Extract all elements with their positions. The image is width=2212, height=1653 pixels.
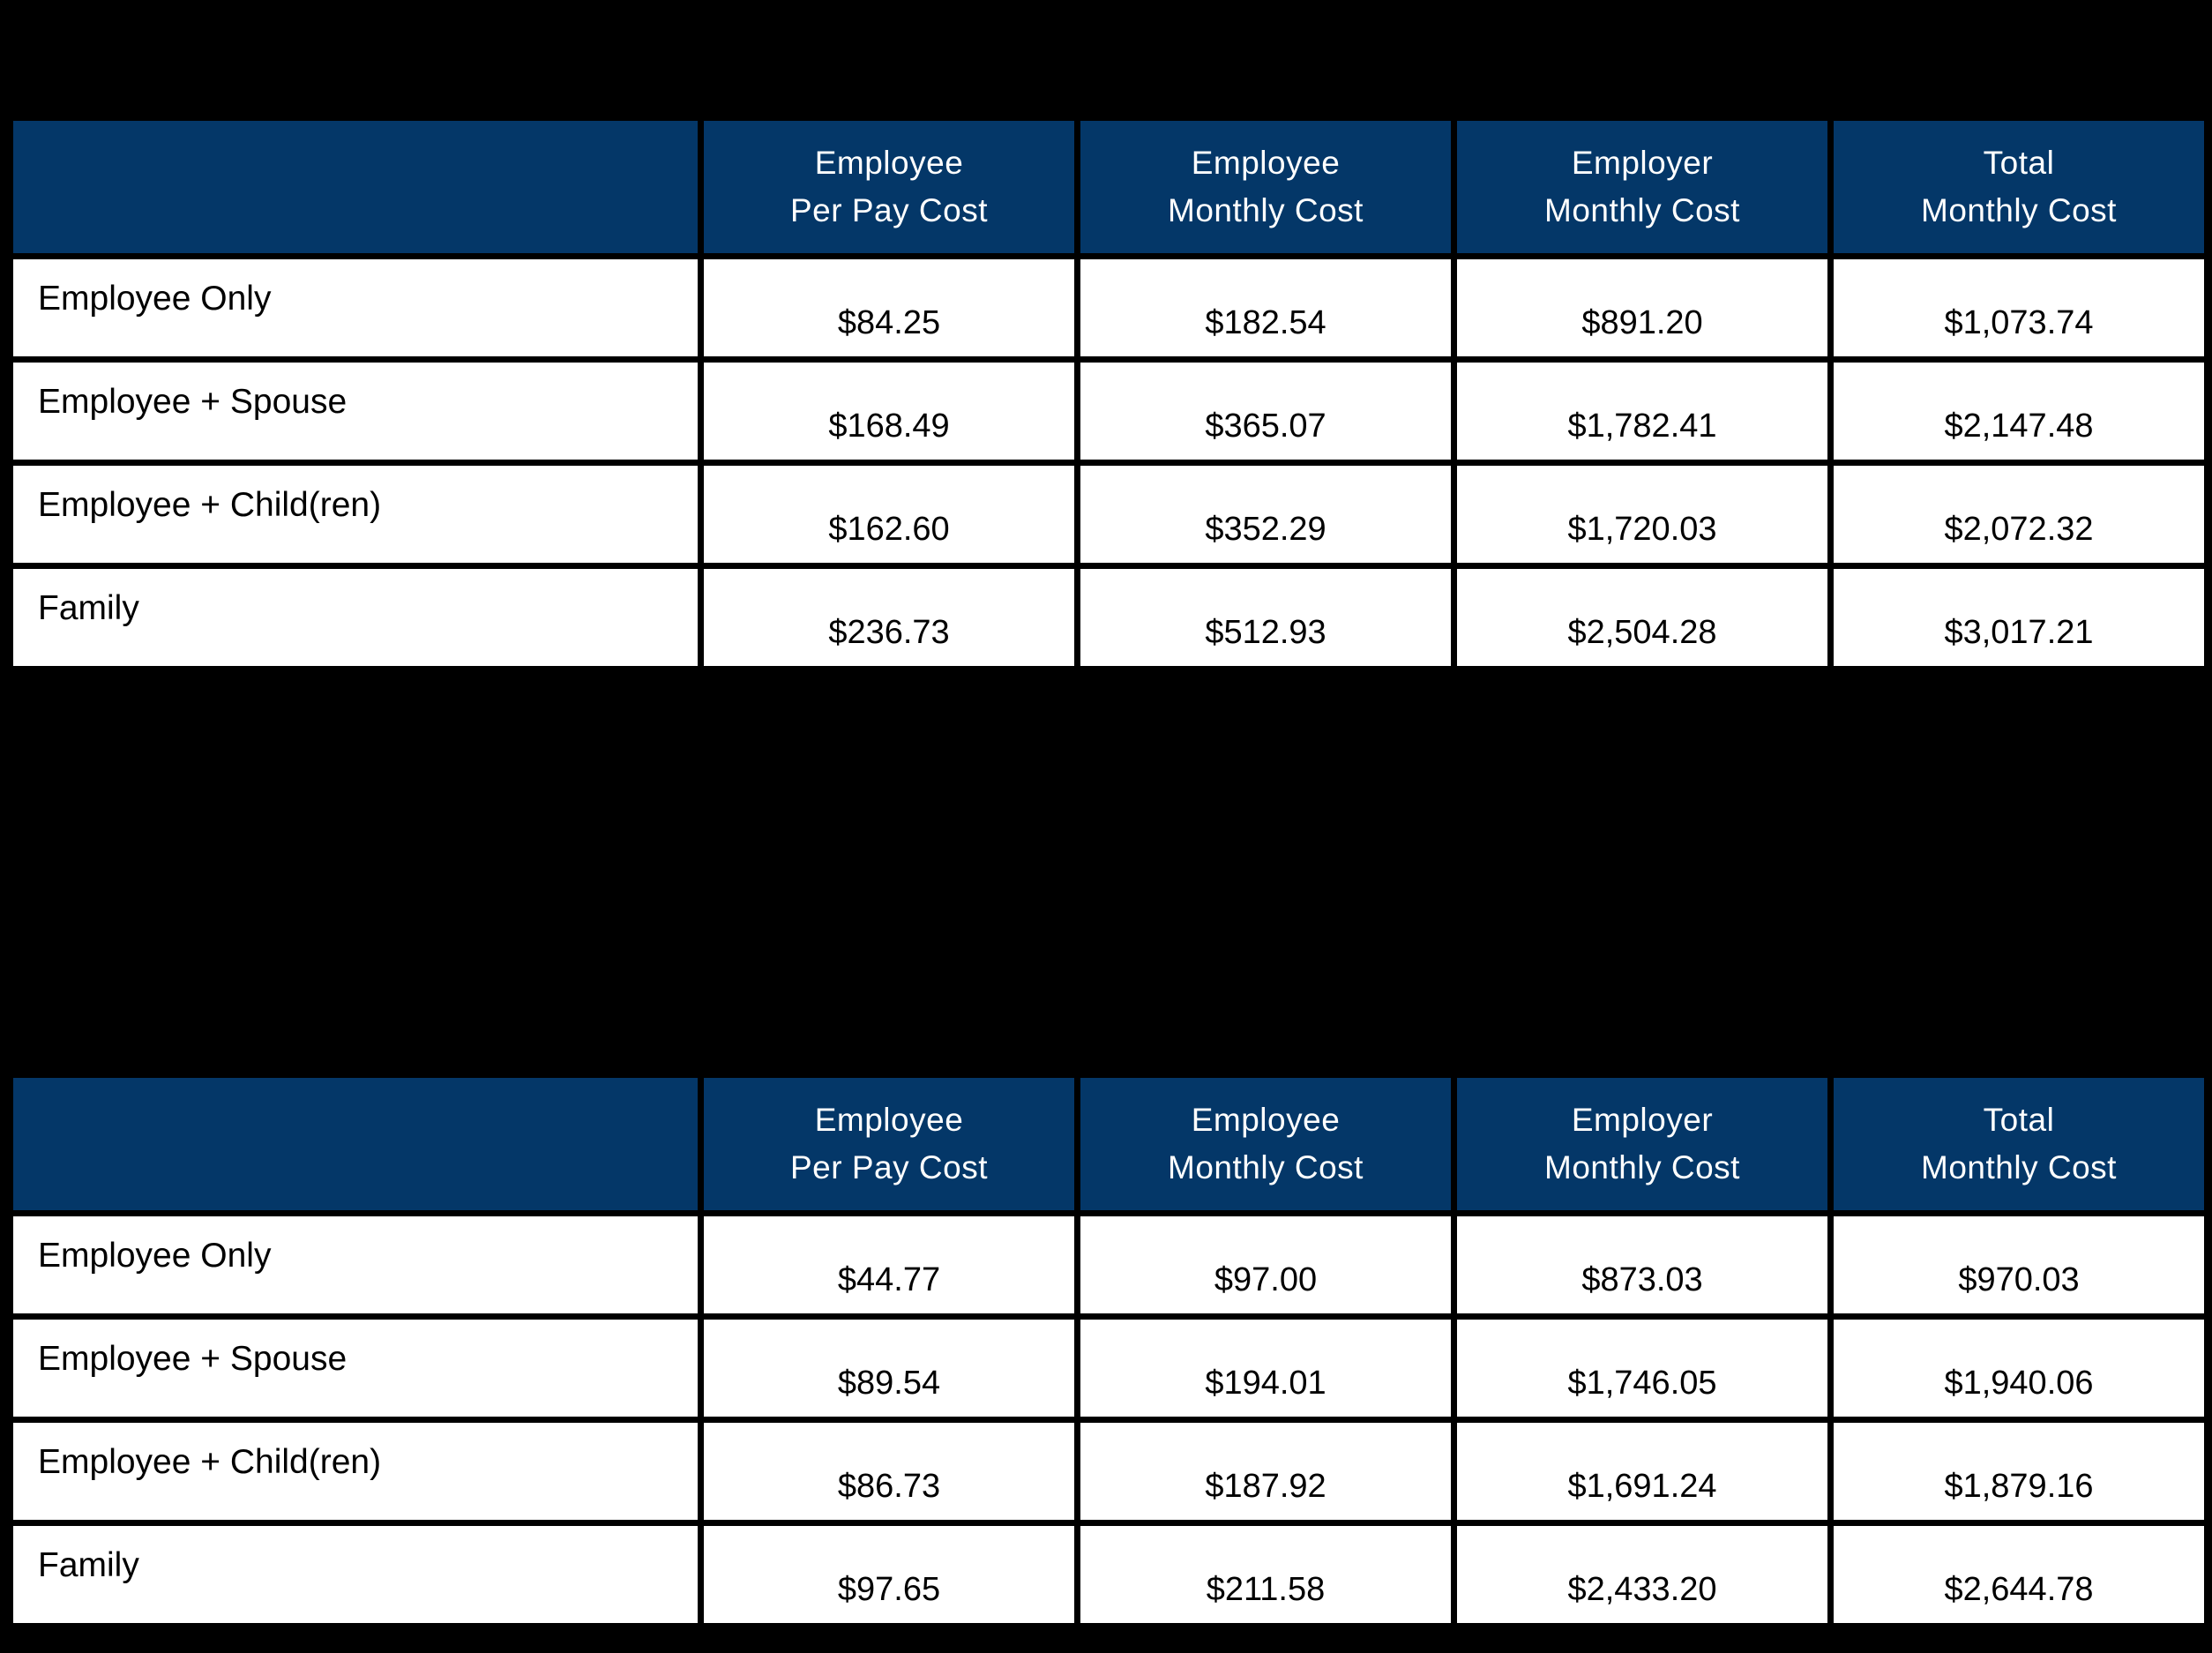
cost-cell: $1,879.16 [1827,1417,2210,1526]
cost-cell: $187.92 [1074,1417,1457,1526]
cost-cell: $211.58 [1074,1520,1457,1629]
cost-cell: $1,073.74 [1827,253,2210,363]
table-2-row-label-employee-children: Employee + Child(ren) [7,1417,704,1526]
table-row: Employee + Spouse $168.49 $365.07 $1,782… [7,356,2210,466]
cost-cell: $162.60 [698,460,1080,569]
cost-cell: $97.00 [1074,1210,1457,1320]
cost-cell: $352.29 [1074,460,1457,569]
table-2-row-label-employee-spouse: Employee + Spouse [7,1313,704,1423]
table-2-header-employee-per-pay-cost: Employee Per Pay Cost [698,1072,1080,1216]
table-row: Family $236.73 $512.93 $2,504.28 $3,017.… [7,563,2210,672]
cost-cell: $89.54 [698,1313,1080,1423]
cost-cell: $2,147.48 [1827,356,2210,466]
cost-cell: $1,746.05 [1451,1313,1834,1423]
table-1-row-label-employee-spouse: Employee + Spouse [7,356,704,466]
cost-cell: $84.25 [698,253,1080,363]
table-row: Family $97.65 $211.58 $2,433.20 $2,644.7… [7,1520,2210,1629]
table-1-row-label-employee-children: Employee + Child(ren) [7,460,704,569]
table-row: Employee + Spouse $89.54 $194.01 $1,746.… [7,1313,2210,1423]
cost-cell: $512.93 [1074,563,1457,672]
table-1-header-row: Employee Per Pay Cost Employee Monthly C… [7,115,2210,259]
benefits-cost-table-1: Employee Per Pay Cost Employee Monthly C… [7,115,2210,672]
table-2-header-row: Employee Per Pay Cost Employee Monthly C… [7,1072,2210,1216]
table-1-row-label-family: Family [7,563,704,672]
cost-cell: $970.03 [1827,1210,2210,1320]
table-2-corner-cell [7,1072,704,1216]
cost-cell: $1,940.06 [1827,1313,2210,1423]
cost-cell: $1,720.03 [1451,460,1834,569]
table-row: Employee + Child(ren) $162.60 $352.29 $1… [7,460,2210,569]
cost-cell: $2,433.20 [1451,1520,1834,1629]
table-1-corner-cell [7,115,704,259]
table-1-header-total-monthly-cost: Total Monthly Cost [1827,115,2210,259]
table-1-row-label-employee-only: Employee Only [7,253,704,363]
table-2-row-label-employee-only: Employee Only [7,1210,704,1320]
table-row: Employee + Child(ren) $86.73 $187.92 $1,… [7,1417,2210,1526]
table-1-header-employee-per-pay-cost: Employee Per Pay Cost [698,115,1080,259]
table-1-header-employee-monthly-cost: Employee Monthly Cost [1074,115,1457,259]
table-2-header-total-monthly-cost: Total Monthly Cost [1827,1072,2210,1216]
cost-cell: $86.73 [698,1417,1080,1526]
table-row: Employee Only $84.25 $182.54 $891.20 $1,… [7,253,2210,363]
cost-cell: $1,782.41 [1451,356,1834,466]
cost-cell: $168.49 [698,356,1080,466]
cost-cell: $97.65 [698,1520,1080,1629]
cost-cell: $236.73 [698,563,1080,672]
cost-cell: $2,072.32 [1827,460,2210,569]
cost-cell: $1,691.24 [1451,1417,1834,1526]
table-1-header-employer-monthly-cost: Employer Monthly Cost [1451,115,1834,259]
cost-cell: $891.20 [1451,253,1834,363]
cost-cell: $194.01 [1074,1313,1457,1423]
cost-cell: $873.03 [1451,1210,1834,1320]
table-row: Employee Only $44.77 $97.00 $873.03 $970… [7,1210,2210,1320]
cost-cell: $44.77 [698,1210,1080,1320]
cost-cell: $365.07 [1074,356,1457,466]
cost-cell: $2,504.28 [1451,563,1834,672]
table-2-row-label-family: Family [7,1520,704,1629]
benefits-cost-table-2: Employee Per Pay Cost Employee Monthly C… [7,1072,2210,1629]
cost-cell: $3,017.21 [1827,563,2210,672]
table-2-header-employee-monthly-cost: Employee Monthly Cost [1074,1072,1457,1216]
cost-cell: $182.54 [1074,253,1457,363]
cost-cell: $2,644.78 [1827,1520,2210,1629]
table-2-header-employer-monthly-cost: Employer Monthly Cost [1451,1072,1834,1216]
